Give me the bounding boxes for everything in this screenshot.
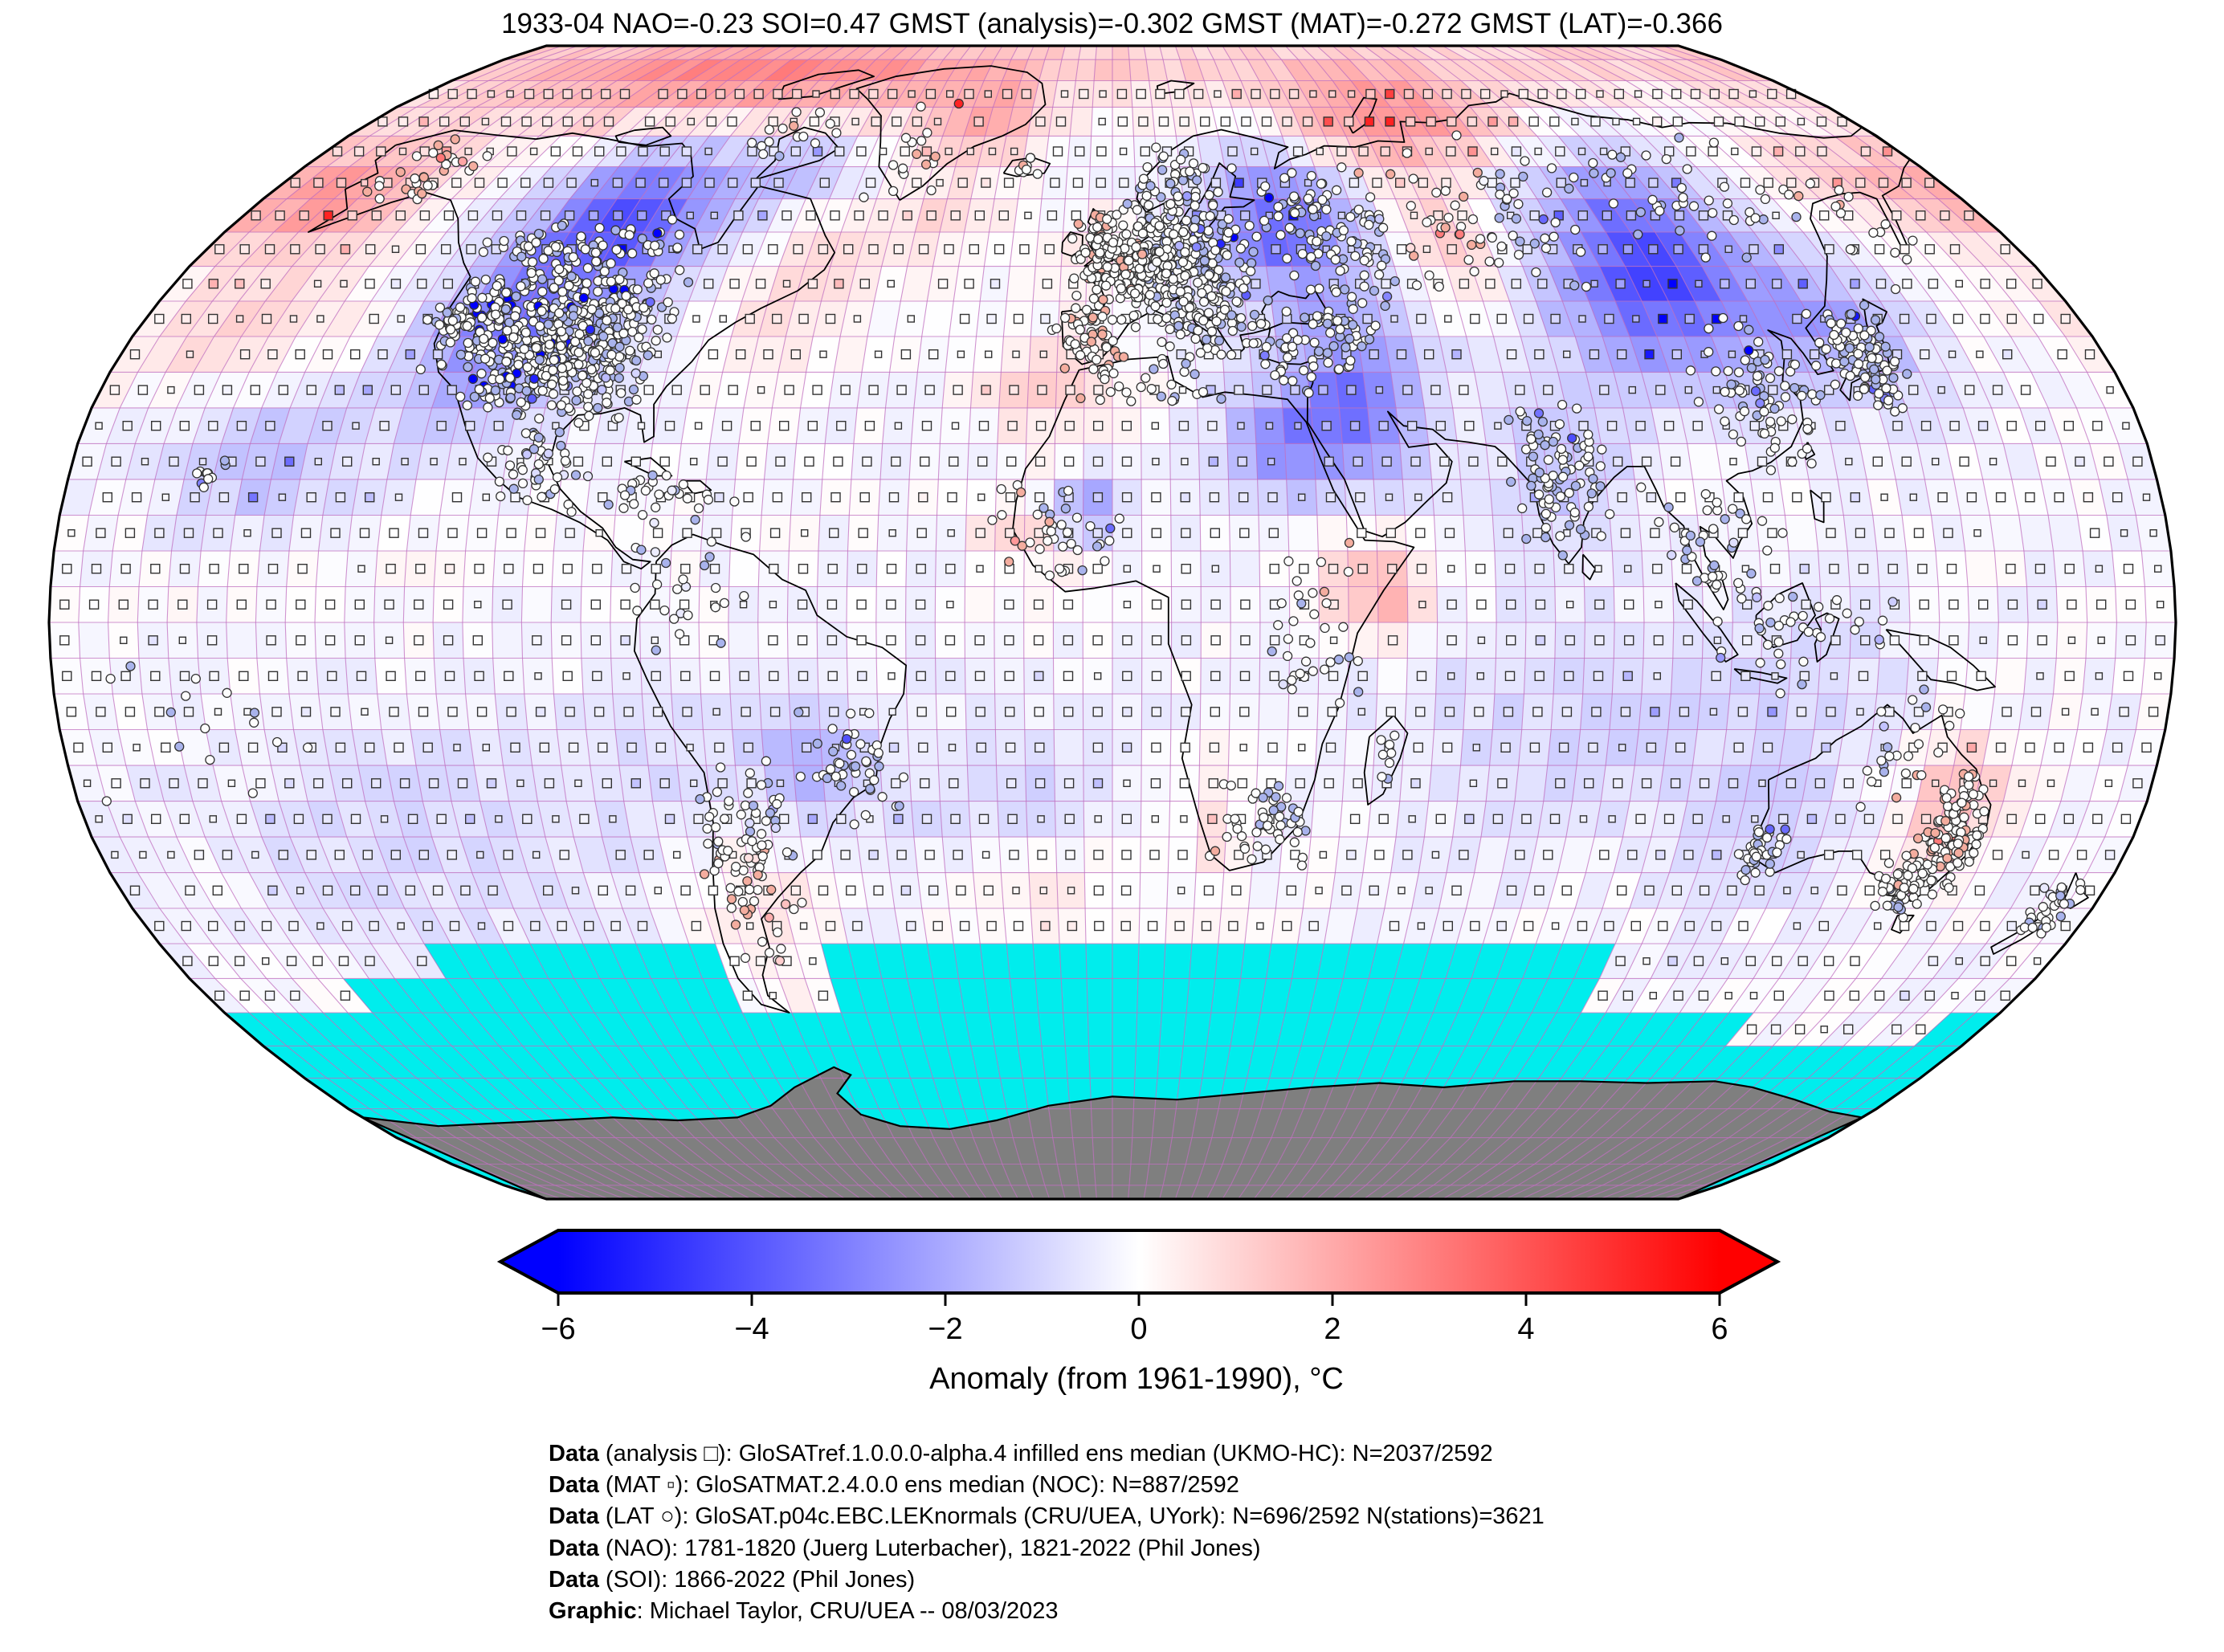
colorbar-tick-labels: −6 −4 −2 0 2 4 6 xyxy=(541,1312,1728,1352)
colorbar-tick-label: 0 xyxy=(1130,1312,1148,1346)
station-circle-markers xyxy=(101,98,2086,966)
credit-line: Data (analysis □): GloSATref.1.0.0.0-alp… xyxy=(549,1441,1493,1466)
colorbar xyxy=(496,1229,1781,1306)
world-anomaly-map xyxy=(43,40,2182,1205)
colorbar-arrow-bar xyxy=(496,1229,1781,1295)
credits-block: Data (analysis □): GloSATref.1.0.0.0-alp… xyxy=(549,1438,1545,1627)
figure-title: 1933-04 NAO=-0.23 SOI=0.47 GMST (analysi… xyxy=(501,8,1723,39)
colorbar-axis-label: Anomaly (from 1961-1990), °C xyxy=(929,1362,1344,1396)
colorbar-ticks xyxy=(557,1293,1721,1306)
credit-line: Data (NAO): 1781-1820 (Juerg Luterbacher… xyxy=(549,1535,1261,1561)
credit-line: Data (MAT ▫): GloSATMAT.2.4.0.0 ens medi… xyxy=(549,1472,1239,1499)
credit-line: Data (LAT ○): GloSAT.p04c.EBC.LEKnormals… xyxy=(549,1503,1545,1530)
credit-line: Graphic: Michael Taylor, CRU/UEA -- 08/0… xyxy=(549,1598,1059,1625)
colorbar-tick-label: −2 xyxy=(928,1312,963,1346)
colorbar-tick-label: 6 xyxy=(1711,1312,1728,1346)
map-outline xyxy=(47,44,2177,1201)
robinson-map-canvas xyxy=(47,44,2177,1201)
colorbar-tick-label: −4 xyxy=(734,1312,769,1346)
colorbar-tick-label: 2 xyxy=(1324,1312,1341,1346)
credit-line: Data (SOI): 1866-2022 (Phil Jones) xyxy=(549,1566,916,1593)
colorbar-tick-label: 4 xyxy=(1517,1312,1535,1346)
colorbar-tick-label: −6 xyxy=(541,1312,576,1346)
